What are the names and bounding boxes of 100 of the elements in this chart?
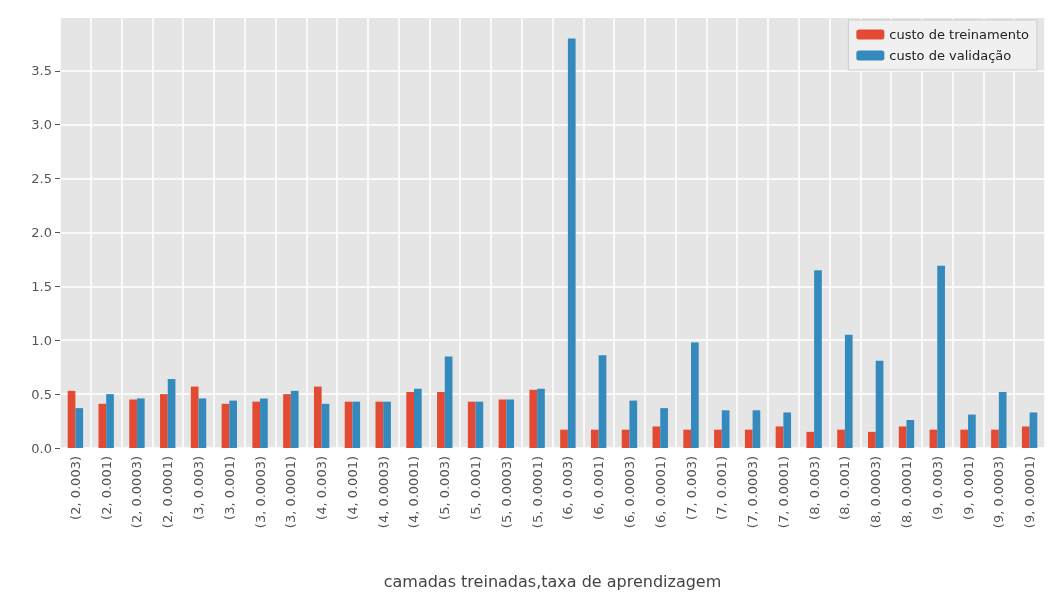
x-tick-label: (2, 0.0003) xyxy=(129,456,145,529)
bar xyxy=(837,429,845,448)
bar xyxy=(968,414,976,448)
bar xyxy=(991,429,999,448)
bar xyxy=(1021,426,1030,448)
x-tick-label: (8, 0.0003) xyxy=(868,456,884,529)
bar xyxy=(506,399,515,448)
x-tick-label: (4, 0.003) xyxy=(314,456,330,520)
bar xyxy=(321,403,330,448)
x-tick-label: (3, 0.0003) xyxy=(252,456,268,529)
bar xyxy=(375,401,384,448)
bar xyxy=(691,342,699,448)
bar xyxy=(344,401,353,448)
bar xyxy=(875,360,884,448)
bar xyxy=(814,270,822,448)
y-tick-label: 2.5 xyxy=(31,171,52,187)
bar xyxy=(1029,412,1038,448)
x-tick-label: (5, 0.0003) xyxy=(498,456,514,529)
bar xyxy=(744,429,753,448)
bar xyxy=(598,355,607,448)
x-tick-label: (7, 0.0001) xyxy=(775,456,791,529)
bar xyxy=(229,400,237,448)
bar xyxy=(960,429,969,448)
x-tick-label: (4, 0.0001) xyxy=(406,456,422,529)
y-tick-label: 0.0 xyxy=(31,440,52,456)
x-tick-label: (8, 0.0001) xyxy=(898,456,914,529)
bar xyxy=(352,401,361,448)
bar xyxy=(260,398,268,448)
bar xyxy=(406,391,414,448)
x-tick-label: (8, 0.003) xyxy=(806,456,822,520)
legend-label: custo de treinamento xyxy=(889,27,1030,42)
bar xyxy=(844,334,853,448)
x-tick-label: (5, 0.001) xyxy=(468,456,484,520)
bar xyxy=(629,400,638,448)
bar xyxy=(752,410,761,448)
x-tick-label: (6, 0.001) xyxy=(591,456,607,520)
bar xyxy=(467,401,476,448)
bar xyxy=(290,390,299,448)
x-axis-title: camadas treinadas,taxa de aprendizagem xyxy=(383,571,722,591)
bar xyxy=(75,408,84,448)
bar xyxy=(413,388,422,448)
bar xyxy=(898,426,907,448)
x-tick-label: (4, 0.0003) xyxy=(375,456,391,529)
x-tick-label: (8, 0.001) xyxy=(837,456,853,520)
x-tick-label: (7, 0.0003) xyxy=(745,456,761,529)
x-tick-label: (5, 0.003) xyxy=(437,456,453,520)
bar xyxy=(529,389,538,448)
bar xyxy=(806,431,815,448)
bar xyxy=(998,391,1007,448)
bar xyxy=(383,401,391,448)
bar xyxy=(906,419,915,448)
bar xyxy=(67,390,76,448)
bar xyxy=(437,391,445,448)
bar xyxy=(160,394,168,448)
bar xyxy=(721,410,730,448)
bar xyxy=(714,429,722,448)
x-tick-label: (7, 0.003) xyxy=(683,456,699,520)
bar xyxy=(498,399,507,448)
legend-label: custo de validação xyxy=(889,48,1012,63)
bar xyxy=(652,426,661,448)
bar xyxy=(136,398,145,448)
bar xyxy=(590,429,599,448)
bar xyxy=(190,386,199,448)
bar xyxy=(221,403,230,448)
bar xyxy=(868,431,876,448)
y-tick-label: 2.0 xyxy=(31,224,52,240)
x-tick-label: (3, 0.0001) xyxy=(283,456,299,529)
bar xyxy=(167,379,176,448)
x-tick-label: (9, 0.0001) xyxy=(1022,456,1038,529)
bar xyxy=(683,429,692,448)
x-tick-label: (5, 0.0001) xyxy=(529,456,545,529)
bar xyxy=(560,429,568,448)
bar xyxy=(129,399,137,448)
x-tick-label: (9, 0.001) xyxy=(960,456,976,520)
bar xyxy=(475,401,484,448)
bar xyxy=(567,38,576,448)
x-tick-label: (6, 0.0003) xyxy=(621,456,637,529)
bar xyxy=(783,412,792,448)
bar xyxy=(106,394,114,448)
x-tick-label: (3, 0.003) xyxy=(191,456,207,520)
bar xyxy=(283,394,291,448)
bar xyxy=(537,388,545,448)
bar xyxy=(775,426,784,448)
x-tick-label: (9, 0.003) xyxy=(929,456,945,520)
y-tick-label: 0.5 xyxy=(31,386,52,402)
bar xyxy=(198,398,207,448)
bar xyxy=(937,265,945,448)
x-tick-label: (3, 0.001) xyxy=(221,456,237,520)
bar xyxy=(444,356,453,448)
x-tick-label: (2, 0.003) xyxy=(67,456,83,520)
x-tick-label: (9, 0.0003) xyxy=(991,456,1007,529)
bar xyxy=(660,408,668,448)
y-tick-label: 3.0 xyxy=(31,117,52,133)
y-tick-label: 1.5 xyxy=(31,278,52,294)
x-tick-label: (6, 0.003) xyxy=(560,456,576,520)
x-tick-label: (2, 0.001) xyxy=(98,456,114,520)
bar xyxy=(252,401,261,448)
y-tick-label: 1.0 xyxy=(31,332,52,348)
x-tick-label: (6, 0.0001) xyxy=(652,456,668,529)
x-tick-label: (4, 0.001) xyxy=(344,456,360,520)
